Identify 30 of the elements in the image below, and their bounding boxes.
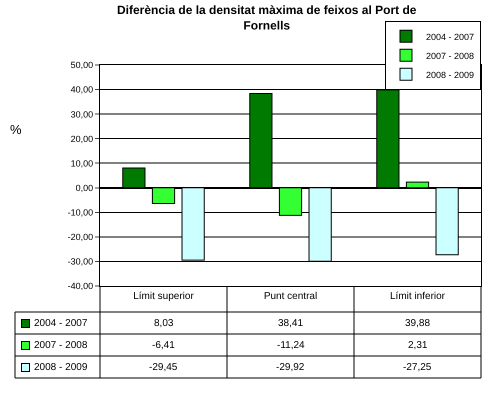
text: 2008 - 2009 bbox=[34, 362, 88, 373]
y-axis-title: % bbox=[10, 122, 22, 137]
data-label: 38,41 bbox=[278, 318, 304, 329]
data-label: 39,88 bbox=[405, 318, 430, 329]
legend-label: 2007 - 2008 bbox=[426, 50, 474, 61]
data-label: -29,45 bbox=[149, 362, 178, 373]
y-tick-label: -20,00 bbox=[68, 232, 94, 242]
data-label: 2,31 bbox=[408, 340, 428, 351]
legend-label: 2004 - 2007 bbox=[426, 32, 474, 42]
chart-title: Diferència de la densitat màxima de feixos al Port de Fornells bbox=[117, 2, 417, 32]
data-label: 8,03 bbox=[154, 318, 174, 329]
y-tick-label: 40,00 bbox=[70, 84, 94, 95]
y-tick-label: -30,00 bbox=[68, 256, 94, 267]
y-tick-label: -10,00 bbox=[68, 207, 94, 218]
y-tick-label: 50,00 bbox=[70, 60, 94, 70]
text: 2004 - 2007 bbox=[34, 318, 88, 329]
text: 2007 - 2008 bbox=[34, 340, 88, 351]
y-tick-label: -40,00 bbox=[68, 281, 94, 292]
legend-label: 2008 - 2009 bbox=[426, 70, 474, 80]
y-tick-label: 20,00 bbox=[70, 134, 94, 144]
x-tick-label: Punt central bbox=[264, 291, 318, 302]
y-tick-label: 10,00 bbox=[70, 158, 94, 168]
y-tick-label: 30,00 bbox=[70, 109, 94, 120]
data-label: -11,24 bbox=[277, 340, 306, 351]
data-label: -29,92 bbox=[276, 362, 305, 373]
data-label: -6,41 bbox=[152, 340, 176, 351]
x-tick-label: Límit superior bbox=[133, 291, 194, 302]
x-tick-label: Límit inferior bbox=[390, 291, 446, 302]
data-label: -27,25 bbox=[403, 362, 432, 373]
y-tick-label: 0,00 bbox=[76, 182, 94, 193]
